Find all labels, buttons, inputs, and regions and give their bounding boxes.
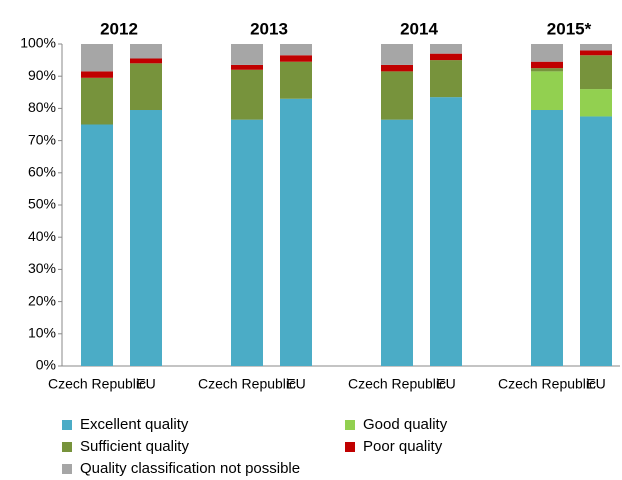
bar-segment bbox=[381, 71, 413, 120]
bar-segment bbox=[430, 97, 462, 366]
bar-segment bbox=[231, 44, 263, 65]
bar-segment bbox=[381, 44, 413, 65]
legend-label: Sufficient quality bbox=[80, 438, 189, 455]
bar-segment bbox=[231, 69, 263, 120]
bar-segment bbox=[381, 119, 413, 366]
x-tick-label: EU bbox=[586, 376, 605, 392]
y-tick-label: 0% bbox=[36, 357, 56, 373]
y-tick-label: 100% bbox=[20, 35, 56, 51]
x-tick-label: EU bbox=[436, 376, 455, 392]
legend-label: Poor quality bbox=[363, 438, 443, 455]
bar-segment bbox=[280, 55, 312, 62]
bar-segment bbox=[580, 44, 612, 51]
bar-segment bbox=[231, 64, 263, 70]
bar-segment bbox=[280, 44, 312, 56]
bar-segment bbox=[81, 124, 113, 366]
legend-swatch bbox=[345, 420, 355, 430]
y-tick-label: 10% bbox=[28, 325, 56, 341]
bar-segment bbox=[430, 60, 462, 98]
x-tick-label: Czech Republic bbox=[498, 376, 596, 392]
legend-swatch bbox=[62, 420, 72, 430]
bar-segment bbox=[381, 64, 413, 72]
y-tick-label: 40% bbox=[28, 228, 56, 244]
bar-segment bbox=[130, 110, 162, 366]
group-label: 2014 bbox=[400, 19, 438, 38]
legend-swatch bbox=[345, 442, 355, 452]
x-tick-label: Czech Republic bbox=[348, 376, 446, 392]
bar-segment bbox=[580, 50, 612, 56]
bar-segment bbox=[81, 71, 113, 78]
bar-segment bbox=[531, 68, 563, 72]
x-tick-label: Czech Republic bbox=[48, 376, 146, 392]
y-tick-label: 50% bbox=[28, 196, 56, 212]
group-label: 2015* bbox=[547, 19, 592, 38]
bar-segment bbox=[531, 44, 563, 62]
bar-segment bbox=[280, 61, 312, 99]
y-tick-label: 80% bbox=[28, 99, 56, 115]
bar-segment bbox=[580, 116, 612, 366]
x-tick-label: EU bbox=[136, 376, 155, 392]
x-tick-label: Czech Republic bbox=[198, 376, 296, 392]
bar-segment bbox=[531, 71, 563, 111]
bar-segment bbox=[130, 58, 162, 64]
bar-segment bbox=[280, 98, 312, 367]
legend-swatch bbox=[62, 464, 72, 474]
y-tick-label: 30% bbox=[28, 260, 56, 276]
legend-label: Good quality bbox=[363, 416, 448, 433]
bar-segment bbox=[580, 55, 612, 90]
y-tick-label: 20% bbox=[28, 292, 56, 308]
bar-segment bbox=[430, 44, 462, 54]
bar-segment bbox=[531, 61, 563, 69]
bar-segment bbox=[231, 119, 263, 366]
legend-label: Excellent quality bbox=[80, 416, 189, 433]
y-tick-label: 90% bbox=[28, 67, 56, 83]
bar-segment bbox=[430, 53, 462, 61]
bar-segment bbox=[130, 44, 162, 59]
group-label: 2013 bbox=[250, 19, 288, 38]
legend-swatch bbox=[62, 442, 72, 452]
bar-segment bbox=[81, 77, 113, 125]
y-tick-label: 60% bbox=[28, 164, 56, 180]
group-label: 2012 bbox=[100, 19, 138, 38]
y-tick-label: 70% bbox=[28, 131, 56, 147]
bar-segment bbox=[81, 44, 113, 72]
bar-segment bbox=[130, 63, 162, 111]
x-tick-label: EU bbox=[286, 376, 305, 392]
bar-segment bbox=[580, 89, 612, 117]
bar-segment bbox=[531, 110, 563, 366]
legend-label: Quality classification not possible bbox=[80, 460, 300, 477]
